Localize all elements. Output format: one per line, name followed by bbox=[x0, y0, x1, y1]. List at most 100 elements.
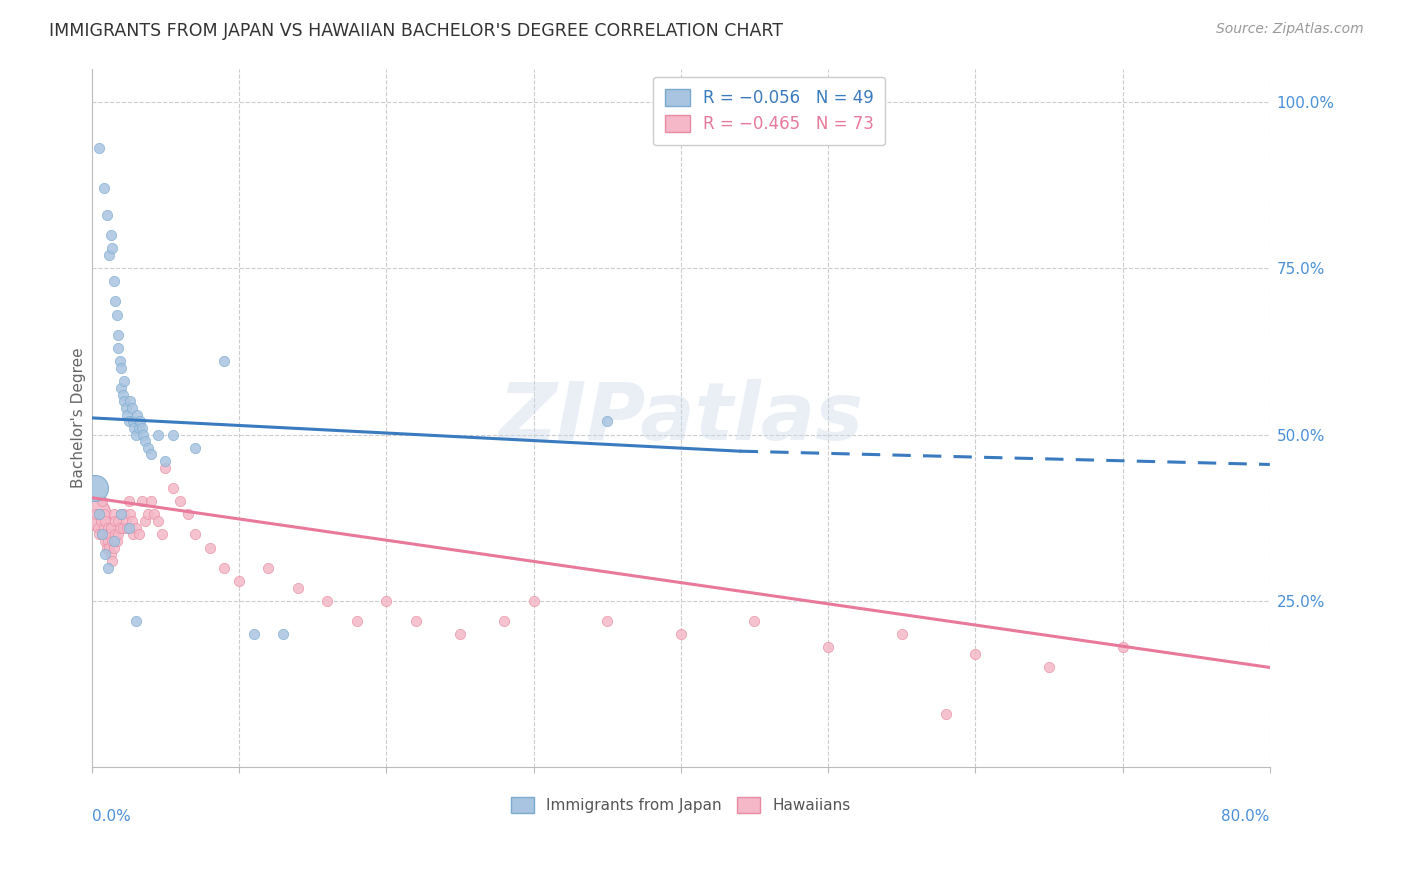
Point bbox=[817, 640, 839, 655]
Point bbox=[110, 508, 132, 522]
Point bbox=[522, 594, 544, 608]
Point bbox=[93, 181, 115, 195]
Point bbox=[110, 508, 132, 522]
Point bbox=[103, 508, 125, 522]
Point bbox=[494, 614, 516, 628]
Point bbox=[108, 521, 131, 535]
Point bbox=[114, 401, 136, 415]
Point bbox=[162, 427, 184, 442]
Point bbox=[84, 508, 107, 522]
Point bbox=[129, 414, 152, 428]
Point bbox=[136, 441, 159, 455]
Point bbox=[127, 408, 149, 422]
Point bbox=[242, 627, 264, 641]
Point bbox=[228, 574, 250, 588]
Point bbox=[125, 521, 148, 535]
Point bbox=[107, 327, 129, 342]
Point bbox=[93, 508, 115, 522]
Point bbox=[214, 354, 236, 368]
Point bbox=[176, 508, 198, 522]
Point bbox=[100, 227, 122, 242]
Point bbox=[86, 521, 108, 535]
Point bbox=[128, 421, 150, 435]
Point bbox=[110, 381, 132, 395]
Point bbox=[98, 527, 121, 541]
Point bbox=[136, 508, 159, 522]
Point bbox=[132, 427, 155, 442]
Point bbox=[107, 341, 129, 355]
Point bbox=[101, 554, 124, 568]
Point bbox=[103, 275, 125, 289]
Point bbox=[965, 647, 987, 661]
Point bbox=[104, 527, 127, 541]
Point bbox=[139, 494, 162, 508]
Point bbox=[111, 387, 134, 401]
Point bbox=[100, 521, 122, 535]
Point bbox=[105, 534, 128, 549]
Point bbox=[103, 541, 125, 555]
Point bbox=[198, 541, 221, 555]
Point bbox=[107, 527, 129, 541]
Point bbox=[214, 560, 236, 574]
Point bbox=[97, 534, 120, 549]
Point bbox=[121, 401, 143, 415]
Point bbox=[90, 514, 112, 528]
Point bbox=[112, 508, 135, 522]
Point bbox=[112, 374, 135, 388]
Point bbox=[890, 627, 912, 641]
Point bbox=[91, 494, 114, 508]
Point bbox=[89, 527, 111, 541]
Point bbox=[91, 527, 114, 541]
Point bbox=[83, 508, 105, 522]
Y-axis label: Bachelor's Degree: Bachelor's Degree bbox=[72, 348, 86, 488]
Point bbox=[124, 421, 146, 435]
Point bbox=[134, 514, 156, 528]
Point bbox=[125, 427, 148, 442]
Point bbox=[125, 614, 148, 628]
Point bbox=[108, 354, 131, 368]
Point bbox=[669, 627, 692, 641]
Point bbox=[405, 614, 427, 628]
Point bbox=[103, 534, 125, 549]
Point bbox=[128, 527, 150, 541]
Point bbox=[94, 547, 117, 561]
Point bbox=[96, 527, 118, 541]
Point bbox=[169, 494, 191, 508]
Point bbox=[83, 481, 105, 495]
Point bbox=[146, 514, 169, 528]
Point bbox=[184, 441, 207, 455]
Point bbox=[120, 394, 142, 409]
Point bbox=[375, 594, 398, 608]
Point bbox=[122, 527, 145, 541]
Point bbox=[89, 508, 111, 522]
Point bbox=[101, 534, 124, 549]
Point bbox=[155, 460, 177, 475]
Point bbox=[316, 594, 339, 608]
Point bbox=[596, 414, 619, 428]
Point bbox=[184, 527, 207, 541]
Point bbox=[94, 534, 117, 549]
Point bbox=[89, 141, 111, 155]
Text: IMMIGRANTS FROM JAPAN VS HAWAIIAN BACHELOR'S DEGREE CORRELATION CHART: IMMIGRANTS FROM JAPAN VS HAWAIIAN BACHEL… bbox=[49, 22, 783, 40]
Point bbox=[155, 454, 177, 468]
Point bbox=[98, 541, 121, 555]
Point bbox=[117, 494, 139, 508]
Point bbox=[271, 627, 294, 641]
Point bbox=[1111, 640, 1133, 655]
Point bbox=[142, 508, 165, 522]
Point bbox=[120, 508, 142, 522]
Point bbox=[935, 706, 957, 721]
Point bbox=[115, 408, 138, 422]
Point bbox=[287, 581, 309, 595]
Legend: Immigrants from Japan, Hawaiians: Immigrants from Japan, Hawaiians bbox=[502, 789, 859, 822]
Point bbox=[146, 427, 169, 442]
Point bbox=[97, 521, 120, 535]
Point bbox=[89, 508, 111, 522]
Point bbox=[117, 521, 139, 535]
Point bbox=[101, 241, 124, 255]
Point bbox=[98, 248, 121, 262]
Point bbox=[93, 521, 115, 535]
Text: 80.0%: 80.0% bbox=[1222, 809, 1270, 824]
Point bbox=[105, 308, 128, 322]
Point bbox=[111, 521, 134, 535]
